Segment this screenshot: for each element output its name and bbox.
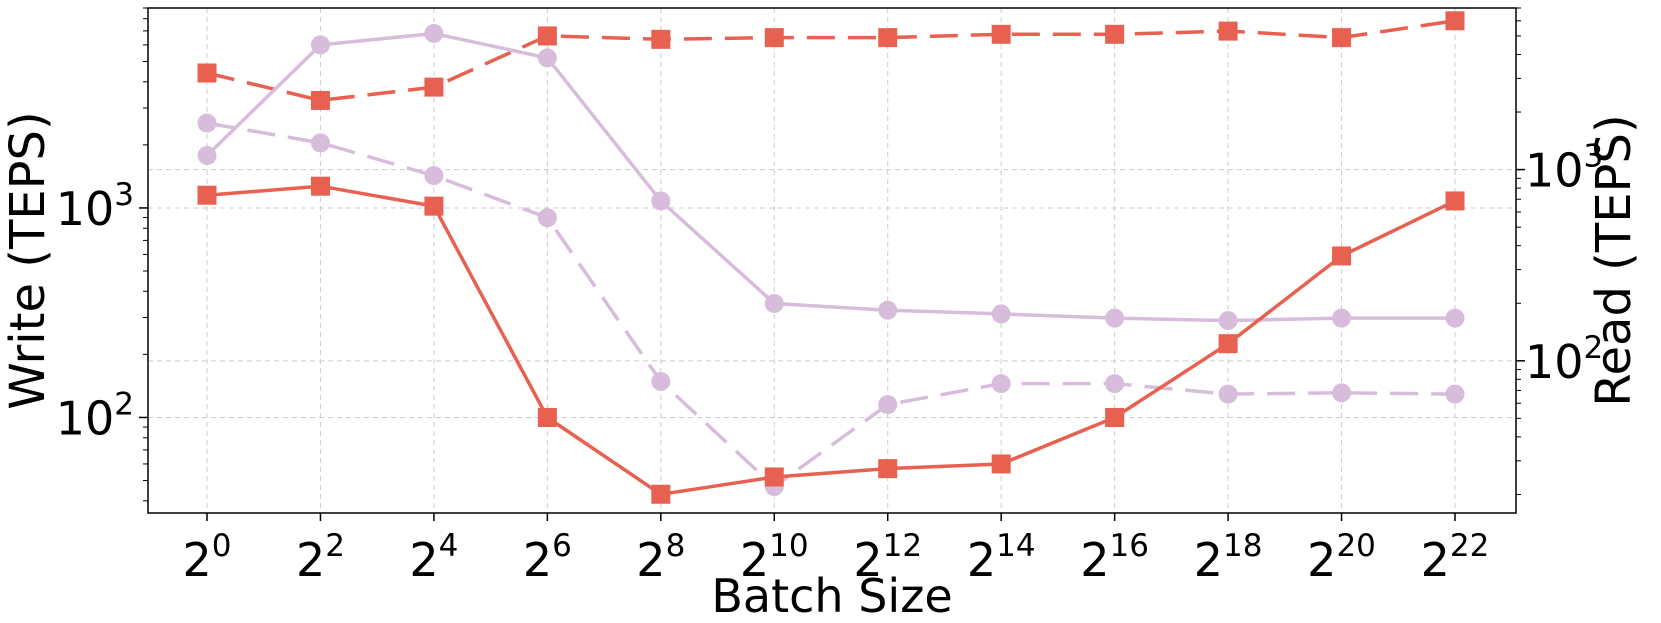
data-point-square <box>878 28 898 48</box>
data-point-square <box>1218 21 1238 41</box>
data-point-circle <box>1105 308 1125 328</box>
data-point-circle <box>424 24 444 44</box>
x-tick-label: 20 <box>182 528 231 587</box>
series-line <box>206 184 1456 497</box>
data-point-circle <box>991 374 1011 394</box>
series-line <box>206 19 1456 103</box>
data-point-square <box>764 28 784 48</box>
data-point-square <box>1332 246 1352 266</box>
data-point-square <box>197 63 217 83</box>
data-point-circle <box>1332 383 1352 403</box>
data-point-square <box>1105 407 1125 427</box>
data-point-circle <box>991 304 1011 324</box>
y-left-axis-title: Write (TEPS) <box>0 111 56 410</box>
series-layer <box>197 11 1465 504</box>
data-point-square <box>1445 11 1465 31</box>
data-point-circle <box>878 395 898 415</box>
series-line <box>206 121 1456 489</box>
data-point-circle <box>651 191 671 211</box>
data-point-square <box>310 176 330 196</box>
data-point-circle <box>197 145 217 165</box>
data-point-square <box>537 26 557 46</box>
data-point-circle <box>310 133 330 153</box>
x-tick-label: 26 <box>523 528 572 587</box>
series-0 <box>197 176 1465 504</box>
data-point-circle <box>197 113 217 133</box>
x-axis-title: Batch Size <box>711 569 952 623</box>
data-point-circle <box>764 293 784 313</box>
x-tick-label: 22 <box>296 528 345 587</box>
axes-layer: 20 22 24 26 28 210 212 214 216 218 220 222 102 103 102… <box>56 7 1603 587</box>
data-point-square <box>991 454 1011 474</box>
data-point-circle <box>1218 311 1238 331</box>
data-point-square <box>310 90 330 110</box>
data-point-square <box>991 24 1011 44</box>
x-tick-label: 220 <box>1307 528 1376 587</box>
data-point-square <box>1332 28 1352 48</box>
data-point-square <box>424 196 444 216</box>
data-point-circle <box>424 166 444 186</box>
y-tick-label-right: 103 <box>1525 139 1603 198</box>
data-point-circle <box>310 35 330 55</box>
data-point-circle <box>651 371 671 391</box>
x-tick-label: 216 <box>1080 528 1149 587</box>
series-line <box>205 31 1455 323</box>
y-tick-label-left: 102 <box>56 386 134 445</box>
x-tick-label: 222 <box>1421 528 1490 587</box>
x-tick-label: 214 <box>967 528 1036 587</box>
y-right-axis-title: Read (TEPS) <box>1586 114 1642 406</box>
data-point-circle <box>537 208 557 228</box>
data-point-square <box>537 407 557 427</box>
data-point-square <box>1445 191 1465 211</box>
data-point-square <box>424 77 444 97</box>
plot-frame <box>147 7 1517 514</box>
series-3 <box>197 113 1465 497</box>
data-point-circle <box>1105 374 1125 394</box>
series-2 <box>197 11 1465 110</box>
data-point-circle <box>1445 384 1465 404</box>
data-point-square <box>1218 334 1238 354</box>
data-point-square <box>651 29 671 49</box>
grid-layer <box>148 8 1516 513</box>
x-tick-label: 210 <box>740 528 809 587</box>
data-point-circle <box>1218 384 1238 404</box>
data-point-square <box>651 484 671 504</box>
series-1 <box>197 24 1465 331</box>
x-tick-label: 218 <box>1194 528 1263 587</box>
x-tick-label: 28 <box>636 528 685 587</box>
data-point-square <box>764 467 784 487</box>
x-tick-label: 24 <box>409 528 458 587</box>
data-point-square <box>197 185 217 205</box>
data-point-circle <box>537 48 557 68</box>
data-point-square <box>878 459 898 479</box>
y-tick-label-right: 102 <box>1525 330 1603 389</box>
data-point-circle <box>1332 308 1352 328</box>
data-point-square <box>1105 24 1125 44</box>
data-point-circle <box>1445 308 1465 328</box>
data-point-circle <box>878 300 898 320</box>
y-tick-label-left: 103 <box>56 177 134 236</box>
x-tick-label: 212 <box>853 528 922 587</box>
